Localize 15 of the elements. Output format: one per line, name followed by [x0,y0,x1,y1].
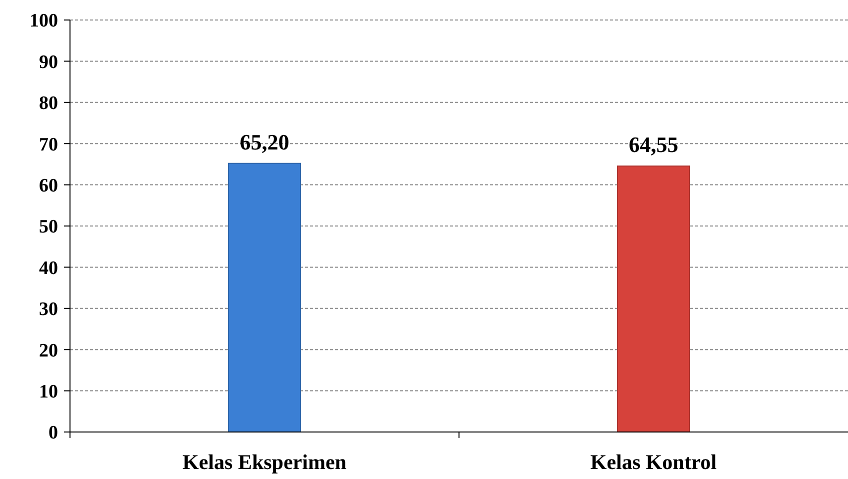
data-label: 64,55 [628,132,678,158]
y-tick-label: 100 [30,10,58,32]
y-tick-label: 90 [39,52,58,73]
y-tick-label: 50 [39,216,58,238]
y-tick-label: 20 [39,340,58,362]
y-tick-label: 80 [39,93,58,114]
y-tick-label: 0 [48,422,58,444]
y-tick-label: 10 [39,381,58,402]
y-tick-label: 40 [39,258,58,279]
x-tick-label: Kelas Eksperimen [182,450,347,474]
x-tick-label: Kelas Kontrol [590,450,717,474]
y-tick-label: 70 [39,134,58,156]
data-label: 65,20 [240,129,290,154]
y-tick-label: 60 [39,175,58,196]
y-tick-label: 30 [39,299,58,320]
